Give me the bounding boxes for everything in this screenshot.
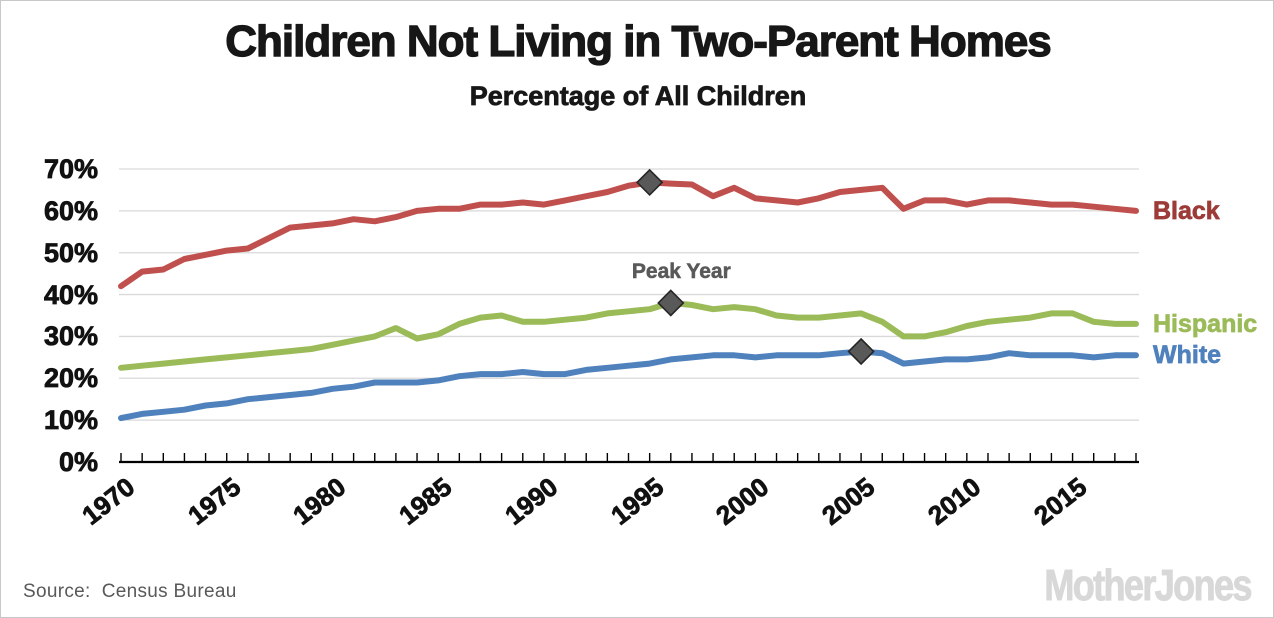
y-tick-label: 10% <box>43 405 99 436</box>
source-text: Source: Census Bureau <box>23 581 237 602</box>
y-tick-label: 50% <box>43 237 99 268</box>
y-tick-label: 60% <box>43 195 99 226</box>
page-title: Children Not Living in Two-Parent Homes <box>225 16 1053 66</box>
legend-label-hispanic: Hispanic <box>1153 309 1258 339</box>
peak-marker-white <box>847 337 875 366</box>
legend-label-white: White <box>1153 341 1222 370</box>
y-tick-label: 20% <box>43 363 99 394</box>
y-tick-label: 70% <box>43 154 99 185</box>
peak-year-annotation: Peak Year <box>631 260 731 284</box>
y-tick-label: 40% <box>43 279 99 310</box>
y-tick-label: 30% <box>43 321 99 352</box>
series-line-hispanic <box>118 299 1139 371</box>
peak-marker-hispanic <box>657 289 685 317</box>
legend-label-black: Black <box>1153 196 1220 225</box>
peak-marker-black <box>636 168 664 197</box>
series-line-white <box>118 348 1139 422</box>
y-tick-label: 0% <box>58 447 99 478</box>
series-line-black <box>118 179 1139 290</box>
motherjones-logo: MotherJones <box>1044 561 1253 611</box>
page-subtitle: Percentage of All Children <box>469 81 807 112</box>
